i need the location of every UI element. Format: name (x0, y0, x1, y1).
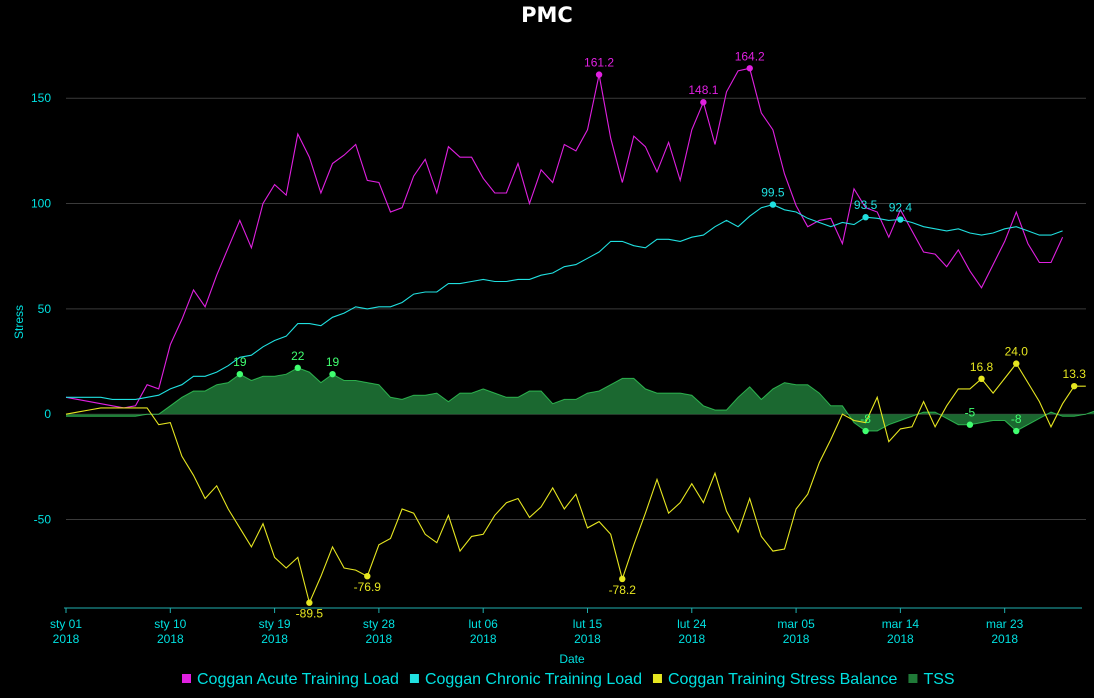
coggan-training-stress-balance-data-label: 13.3 (1063, 367, 1087, 381)
coggan-training-stress-balance-point (978, 375, 985, 382)
coggan-chronic-training-load-data-label: 92.4 (889, 201, 913, 215)
tss-data-label: 19 (233, 355, 247, 369)
coggan-chronic-training-load-line (66, 204, 1063, 400)
tss-point (329, 370, 336, 378)
x-axis-label: Date (559, 652, 585, 666)
area-layer (66, 367, 1094, 432)
x-tick-label: mar 05 (777, 617, 815, 631)
coggan-acute-training-load-data-label: 161.2 (584, 56, 614, 70)
coggan-acute-training-load-point (746, 65, 753, 72)
tss-data-label: -8 (1011, 412, 1022, 426)
y-axis-label: Stress (12, 305, 26, 339)
x-tick-label: sty 01 (50, 617, 82, 631)
x-tick-year: 2018 (783, 632, 810, 646)
x-tick-label: lut 15 (573, 617, 603, 631)
x-tick-label: sty 28 (363, 617, 395, 631)
legend-item-coggan-training-stress-balance[interactable]: Coggan Training Stress Balance (668, 671, 898, 688)
coggan-acute-training-load-data-label: 164.2 (735, 49, 765, 63)
coggan-training-stress-balance-data-label: -89.5 (296, 607, 324, 621)
y-tick-label: 0 (44, 407, 51, 421)
y-tick-label: 100 (31, 197, 51, 211)
grid-lines (66, 97, 1086, 521)
x-tick-label: mar 14 (882, 617, 920, 631)
coggan-acute-training-load-point (595, 71, 603, 78)
x-tick-label: mar 23 (986, 617, 1024, 631)
coggan-training-stress-balance-data-label: -78.2 (609, 583, 637, 597)
tss-data-label: -5 (965, 406, 976, 420)
legend-item-tss[interactable]: TSS (923, 671, 954, 688)
x-tick-year: 2018 (366, 632, 393, 646)
coggan-training-stress-balance-data-label: -76.9 (354, 580, 382, 594)
coggan-chronic-training-load-point (897, 216, 904, 223)
y-tick-label: 50 (38, 302, 52, 316)
legend-item-coggan-chronic-training-load[interactable]: Coggan Chronic Training Load (425, 671, 642, 688)
coggan-training-stress-balance-point (306, 599, 313, 606)
x-tick-label: lut 24 (677, 617, 707, 631)
x-tick-year: 2018 (261, 632, 288, 646)
legend-swatch-coggan-chronic-training-load[interactable] (409, 674, 419, 683)
x-tick-year: 2018 (470, 632, 497, 646)
x-tick-year: 2018 (991, 632, 1018, 646)
coggan-training-stress-balance-line (65, 362, 1086, 605)
tss-point (1013, 427, 1020, 435)
x-tick-label: sty 10 (154, 617, 186, 631)
y-tick-label: -50 (34, 513, 52, 527)
coggan-training-stress-balance-point (364, 572, 371, 580)
tss-data-label: 22 (291, 349, 305, 363)
legend-swatch-tss[interactable] (908, 674, 918, 683)
coggan-acute-training-load-point (700, 99, 707, 106)
coggan-chronic-training-load-data-label: 93.5 (854, 198, 878, 212)
tss-point (236, 370, 244, 378)
coggan-chronic-training-load-point (769, 201, 777, 208)
coggan-chronic-training-load-point (862, 214, 869, 221)
chart-title: PMC (521, 3, 573, 27)
x-tick-label: sty 19 (259, 617, 291, 631)
coggan-training-stress-balance-point (1071, 382, 1078, 390)
legend[interactable]: Coggan Acute Training Load Coggan Chronic… (182, 671, 955, 688)
tss-data-label: -8 (860, 412, 871, 426)
coggan-training-stress-balance-data-label: 24.0 (1005, 345, 1029, 359)
coggan-acute-training-load-data-label: 148.1 (688, 83, 718, 97)
coggan-acute-training-load-line (65, 67, 1064, 409)
x-tick-year: 2018 (53, 632, 80, 646)
tss-point (294, 364, 301, 372)
x-tick-year: 2018 (157, 632, 184, 646)
tss-data-label: 19 (326, 355, 340, 369)
x-tick-year: 2018 (574, 632, 601, 646)
coggan-training-stress-balance-point (1013, 360, 1020, 367)
tss-point (862, 427, 869, 435)
coggan-training-stress-balance-point (619, 575, 626, 583)
line-layer (65, 67, 1086, 605)
coggan-training-stress-balance-data-label: 16.8 (970, 360, 994, 374)
x-tick-year: 2018 (887, 632, 914, 646)
y-tick-label: 150 (31, 91, 51, 105)
coggan-chronic-training-load-data-label: 99.5 (761, 186, 785, 200)
x-tick-label: lut 06 (469, 617, 499, 631)
legend-item-coggan-acute-training-load[interactable]: Coggan Acute Training Load (197, 671, 399, 688)
legend-swatch-coggan-training-stress-balance[interactable] (652, 674, 662, 683)
legend-swatch-coggan-acute-training-load[interactable] (182, 674, 191, 683)
point-layer: 161.2 148.1 164.2 99.5 93.5 92.4 -89.5 -76.9 -78… (233, 49, 1086, 620)
x-tick-year: 2018 (678, 632, 705, 646)
tss-area (66, 367, 1094, 431)
tss-point (966, 421, 974, 428)
